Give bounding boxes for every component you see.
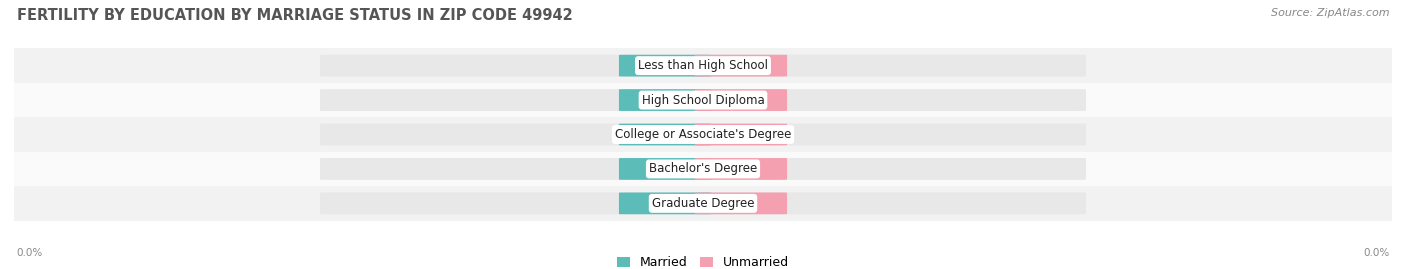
Bar [14,117,1392,152]
Text: Source: ZipAtlas.com: Source: ZipAtlas.com [1271,8,1389,18]
Text: College or Associate's Degree: College or Associate's Degree [614,128,792,141]
Bar [14,48,1392,83]
Text: 0.0%: 0.0% [17,248,44,258]
FancyBboxPatch shape [695,193,787,214]
FancyBboxPatch shape [619,89,711,111]
Text: 0.0%: 0.0% [651,164,679,174]
FancyBboxPatch shape [321,158,1085,180]
Text: 0.0%: 0.0% [727,61,755,71]
FancyBboxPatch shape [619,158,711,180]
Text: 0.0%: 0.0% [727,198,755,208]
Text: Less than High School: Less than High School [638,59,768,72]
FancyBboxPatch shape [695,124,787,145]
FancyBboxPatch shape [321,55,1085,77]
Text: 0.0%: 0.0% [727,129,755,140]
FancyBboxPatch shape [619,193,711,214]
Text: 0.0%: 0.0% [651,61,679,71]
FancyBboxPatch shape [695,158,787,180]
Text: 0.0%: 0.0% [1362,248,1389,258]
Text: FERTILITY BY EDUCATION BY MARRIAGE STATUS IN ZIP CODE 49942: FERTILITY BY EDUCATION BY MARRIAGE STATU… [17,8,572,23]
Text: 0.0%: 0.0% [651,95,679,105]
Bar [14,152,1392,186]
Text: 0.0%: 0.0% [727,164,755,174]
Text: Graduate Degree: Graduate Degree [652,197,754,210]
Bar [14,186,1392,221]
FancyBboxPatch shape [321,192,1085,214]
Text: High School Diploma: High School Diploma [641,94,765,107]
FancyBboxPatch shape [695,89,787,111]
Text: 0.0%: 0.0% [651,129,679,140]
Text: Bachelor's Degree: Bachelor's Degree [650,162,756,175]
Bar [14,83,1392,117]
Text: 0.0%: 0.0% [727,95,755,105]
FancyBboxPatch shape [321,89,1085,111]
Legend: Married, Unmarried: Married, Unmarried [617,256,789,269]
FancyBboxPatch shape [321,123,1085,146]
FancyBboxPatch shape [695,55,787,76]
FancyBboxPatch shape [619,124,711,145]
FancyBboxPatch shape [619,55,711,76]
Text: 0.0%: 0.0% [651,198,679,208]
